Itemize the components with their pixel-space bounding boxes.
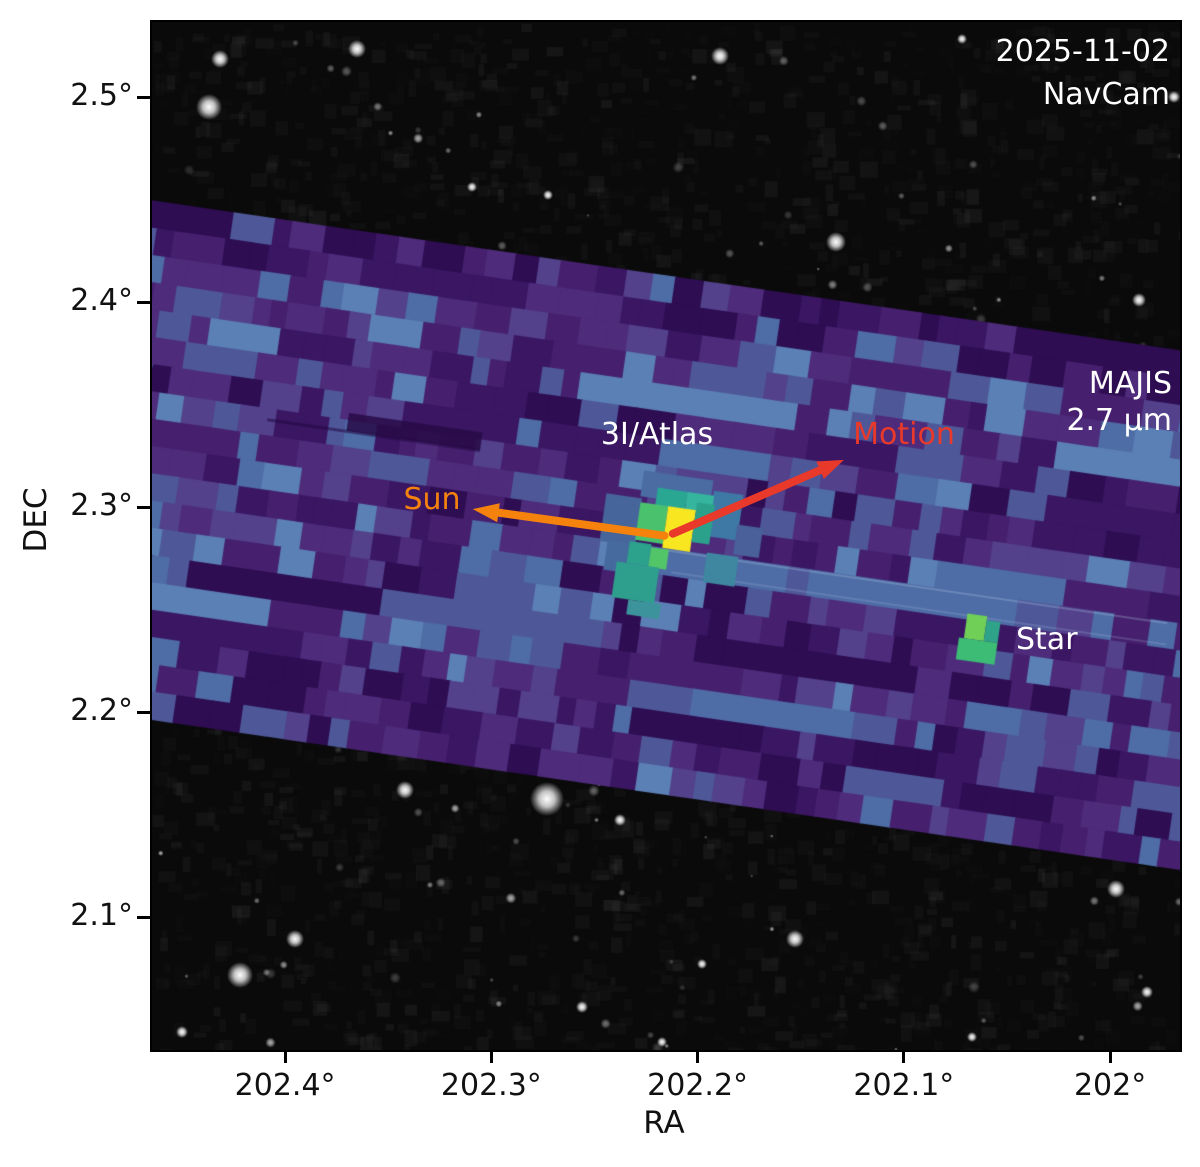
x-tick-label: 202.3° [440, 1068, 542, 1103]
x-tick-mark [489, 1050, 493, 1063]
x-axis-title: RA [643, 1105, 685, 1141]
x-tick-mark [696, 1050, 700, 1063]
y-tick-mark [137, 710, 150, 714]
x-tick-mark [1108, 1050, 1112, 1063]
x-tick-mark [902, 1050, 906, 1063]
y-tick-label: 2.3° [70, 488, 133, 524]
x-tick-label: 202.4° [234, 1068, 336, 1103]
y-tick-mark [137, 505, 150, 509]
y-tick-label: 2.2° [70, 693, 133, 729]
navcam-label: NavCam [1042, 77, 1170, 112]
x-tick-label: 202.2° [647, 1068, 749, 1103]
y-tick-label: 2.5° [70, 78, 133, 114]
wavelength-label: 2.7 μm [1066, 403, 1172, 438]
x-tick-label: 202.1° [853, 1068, 955, 1103]
sky-image [152, 22, 1180, 1050]
y-tick-label: 2.4° [70, 283, 133, 319]
date-label: 2025-11-02 [995, 34, 1170, 69]
plot-area: 2025-11-02 NavCam MAJIS 2.7 μm 3I/Atlas Motio… [150, 20, 1182, 1052]
x-tick-mark [283, 1050, 287, 1063]
y-tick-mark [137, 300, 150, 304]
comet-label: 3I/Atlas [600, 417, 714, 452]
sun-label: Sun [403, 482, 461, 517]
y-tick-mark [137, 915, 150, 919]
y-tick-label: 2.1° [70, 898, 133, 934]
x-tick-label: 202° [1073, 1068, 1147, 1103]
y-axis-title: DEC [18, 487, 54, 553]
motion-label: Motion [853, 417, 955, 452]
star-label: Star [1016, 622, 1078, 657]
majis-label: MAJIS [1088, 366, 1172, 401]
y-tick-mark [137, 95, 150, 99]
